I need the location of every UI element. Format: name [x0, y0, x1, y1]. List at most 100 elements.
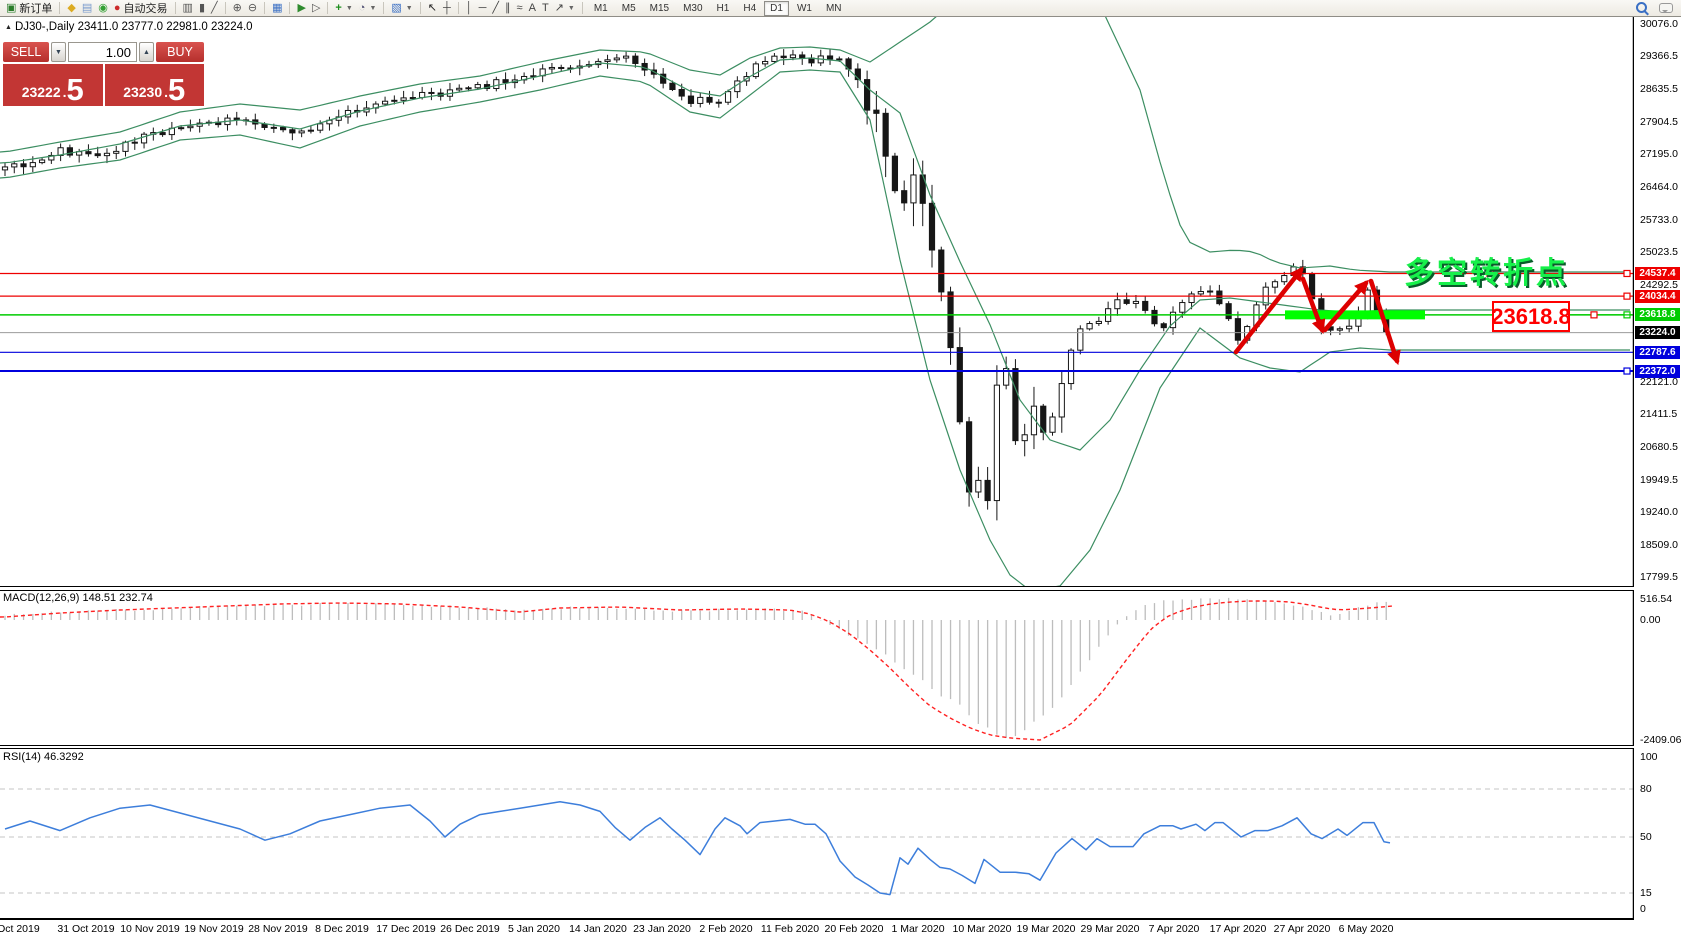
line-handle[interactable] — [1623, 292, 1631, 300]
indicators-button[interactable]: + ▼ — [332, 1, 355, 16]
chevron-down-icon: ▼ — [369, 4, 377, 12]
timeframe-M15[interactable]: M15 — [649, 2, 670, 14]
trend-arrow[interactable] — [1233, 266, 1304, 355]
periods-button[interactable]: ◔ ▼ — [356, 1, 380, 16]
buy-price-panel[interactable]: 23230. 5 — [104, 64, 204, 108]
time-axis[interactable]: 2 Oct 2019 31 Oct 2019 10 Nov 2019 19 Nov 2… — [0, 920, 1681, 938]
tile-windows-button[interactable]: ▦ — [269, 1, 285, 16]
chart-bottom-border — [0, 918, 1634, 920]
volume-input[interactable]: 1.00 — [68, 42, 137, 62]
date-label: 2 Feb 2020 — [699, 923, 753, 935]
panel-separator[interactable] — [0, 586, 1681, 591]
history-center-button[interactable]: ▤ — [79, 1, 95, 16]
autotrade-button[interactable]: ● 自动交易 — [111, 1, 171, 16]
date-label: 17 Dec 2019 — [376, 923, 436, 935]
crosshair-button[interactable]: ┼ — [440, 1, 454, 16]
trendline-button[interactable]: ╱ — [489, 1, 502, 16]
auto-scroll-button[interactable]: ▶ — [294, 1, 308, 16]
price-tag: 22787.6 — [1635, 345, 1680, 359]
toolbar-separator — [59, 2, 61, 14]
rsi-indicator-label: RSI(14) 46.3292 — [3, 751, 84, 763]
channel-button[interactable]: ∥ — [502, 1, 514, 16]
horizontal-line-icon: ─ — [478, 1, 487, 14]
candles-layer — [1, 48, 1390, 521]
timeframe-M5[interactable]: M5 — [621, 2, 636, 14]
timeframe-D1[interactable]: D1 — [764, 0, 789, 16]
trend-arrow[interactable] — [1368, 278, 1401, 366]
level-price-label[interactable]: 23618.8 — [1491, 301, 1571, 332]
new-order-button[interactable]: ▣ 新订单 — [3, 1, 55, 16]
toolbar-separator — [457, 2, 459, 14]
zoom-out-button[interactable]: ⊖ — [245, 1, 260, 16]
timeframe-MN[interactable]: MN — [825, 2, 842, 14]
sell-price-panel[interactable]: 23222. 5 — [3, 64, 103, 106]
line-chart-button[interactable]: ╱ — [208, 1, 221, 16]
buy-price-pips: 5 — [168, 72, 186, 108]
gold-button[interactable]: ◆ — [64, 1, 78, 16]
support-zone-rect[interactable] — [1285, 310, 1425, 320]
horizontal-line-button[interactable]: ─ — [476, 1, 490, 16]
date-label: 14 Jan 2020 — [569, 923, 627, 935]
fibonacci-button[interactable]: ≈ — [514, 1, 526, 16]
date-label: 26 Dec 2019 — [440, 923, 500, 935]
text-label-button[interactable]: T — [539, 1, 552, 16]
date-label: 2 Oct 2019 — [0, 923, 40, 935]
date-label: 10 Nov 2019 — [120, 923, 180, 935]
date-label: 1 Mar 2020 — [891, 923, 945, 935]
collapse-trade-panel-icon[interactable]: ▲ — [5, 24, 12, 31]
date-label: 10 Mar 2020 — [952, 923, 1012, 935]
templates-button[interactable]: ▧ ▼ — [388, 1, 415, 16]
sell-price-main: 23222 — [21, 84, 61, 100]
trend-arrow[interactable] — [1300, 276, 1326, 335]
price-axis[interactable]: 30076.0 29366.5 28635.5 27904.5 27195.0 26464… — [1634, 17, 1681, 920]
label-handle[interactable] — [1590, 311, 1598, 319]
timeframe-H4[interactable]: H4 — [743, 2, 757, 14]
macd-panel[interactable] — [0, 591, 1634, 745]
volume-down-stepper[interactable]: ▼ — [51, 42, 66, 62]
price-tick-label: 25733.0 — [1640, 214, 1678, 226]
timeframe-M1[interactable]: M1 — [593, 2, 608, 14]
search-icon[interactable] — [1636, 2, 1647, 13]
bar-chart-button[interactable]: ▥ — [180, 1, 196, 16]
volume-up-stepper[interactable]: ▲ — [139, 42, 154, 62]
toolbar-separator — [581, 2, 583, 14]
rsi-tick-label: 15 — [1640, 887, 1652, 899]
trendline-icon: ╱ — [492, 1, 500, 14]
signals-button[interactable]: ◉ — [95, 1, 111, 16]
arrows-button[interactable]: ↗ ▼ — [552, 1, 578, 16]
panel-separator[interactable] — [0, 745, 1681, 749]
trend-arrow[interactable] — [1322, 279, 1369, 333]
vertical-line-icon: │ — [465, 1, 473, 14]
symbol-ohlc-text: DJ30-,Daily 23411.0 23777.0 22981.0 2322… — [14, 21, 253, 33]
history-center-icon: ▤ — [81, 1, 93, 14]
chat-icon[interactable] — [1659, 2, 1673, 13]
text-button[interactable]: A — [526, 1, 539, 16]
chart-shift-button[interactable]: ▷ — [309, 1, 323, 16]
date-label: 7 Apr 2020 — [1148, 923, 1200, 935]
macd-tick-label: 516.54 — [1640, 593, 1673, 605]
vertical-line-button[interactable]: │ — [463, 1, 476, 16]
line-handle[interactable] — [1623, 269, 1631, 278]
main-price-chart[interactable] — [0, 17, 1634, 586]
rsi-panel[interactable] — [0, 749, 1634, 918]
timeframe-W1[interactable]: W1 — [796, 2, 812, 14]
indicators-icon: + — [335, 1, 342, 14]
price-tag: 24034.4 — [1635, 289, 1680, 303]
timeframe-H1[interactable]: H1 — [716, 2, 730, 14]
macd-histogram — [4, 597, 1387, 738]
timeframe-M30[interactable]: M30 — [683, 2, 703, 14]
price-tick-label: 29366.5 — [1640, 50, 1678, 62]
cursor-button[interactable]: ↖ — [425, 1, 440, 16]
zoom-in-button[interactable]: ⊕ — [230, 1, 245, 16]
buy-button[interactable]: BUY — [156, 42, 204, 62]
price-tag: 23618.8 — [1635, 308, 1680, 322]
turning-point-annotation[interactable]: 多空转折点 — [1404, 257, 1569, 290]
line-handle[interactable] — [1486, 269, 1494, 278]
candle-chart-button[interactable]: ▮ — [196, 1, 208, 16]
sell-button[interactable]: SELL — [3, 42, 49, 62]
line-handle[interactable] — [1623, 367, 1631, 375]
price-tick-label: 22121.0 — [1640, 376, 1678, 388]
chevron-down-icon: ▼ — [405, 4, 413, 12]
tile-windows-icon: ▦ — [272, 1, 283, 14]
macd-signal-line — [0, 600, 1393, 741]
